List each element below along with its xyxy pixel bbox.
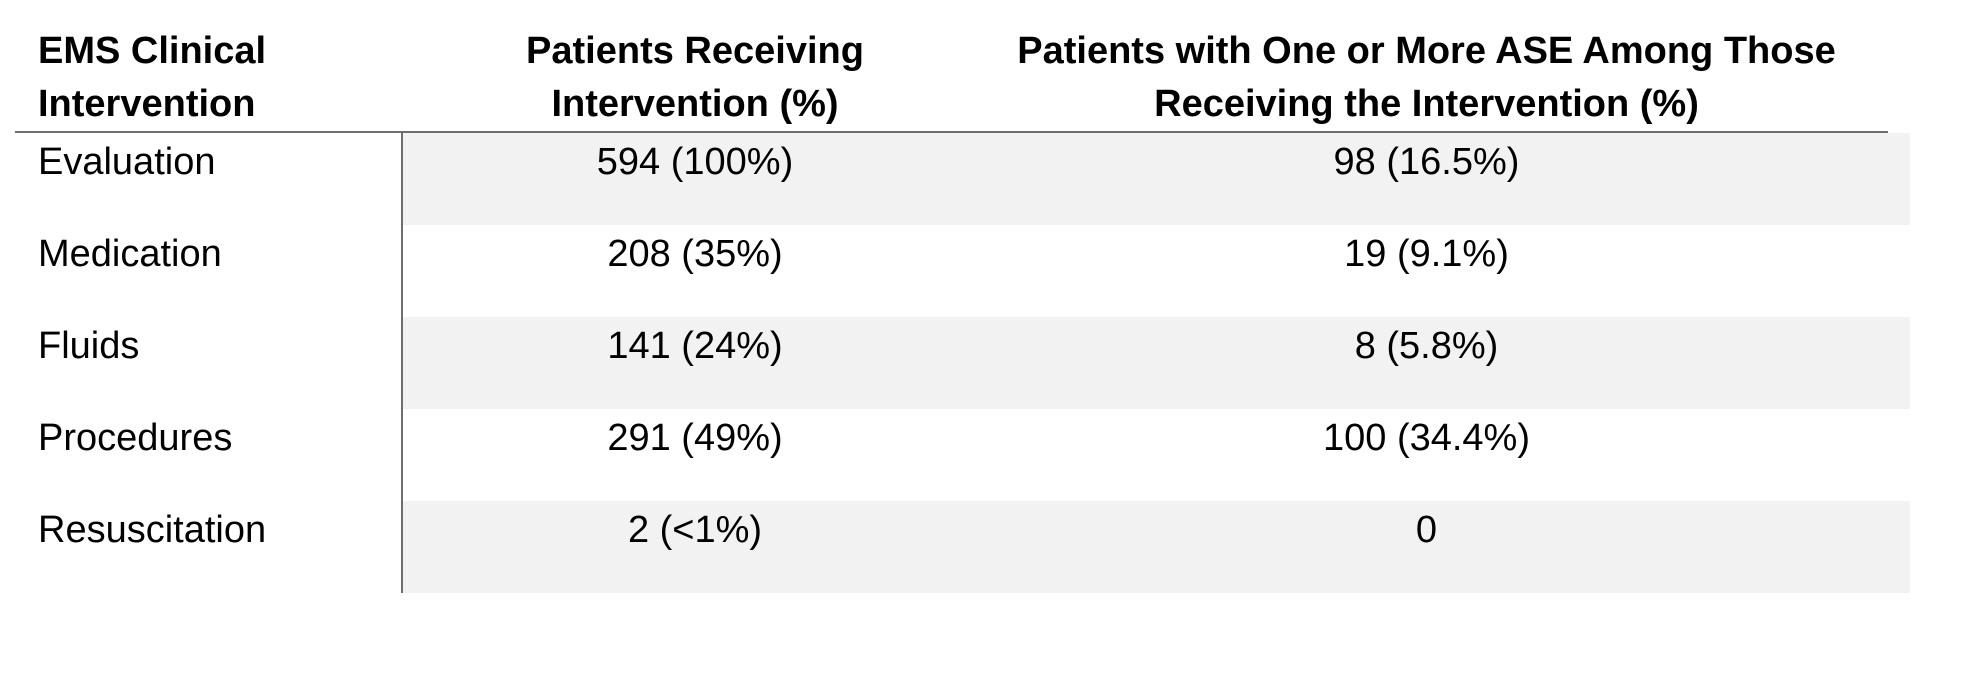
- label-background: [15, 133, 401, 225]
- header-line: EMS Clinical: [38, 30, 267, 72]
- intervention-cell: Evaluation: [38, 141, 216, 183]
- ase-cell: 19 (9.1%): [1344, 233, 1509, 275]
- ase-cell: 0: [1415, 509, 1438, 551]
- receiving-cell: 141 (24%): [607, 325, 783, 367]
- header-patients-with-ase: Patients with One or More ASE Among Thos…: [965, 25, 1888, 131]
- receiving-cell: 2 (<1%): [627, 509, 763, 551]
- table-header: EMS Clinical Intervention Patients Recei…: [15, 25, 1888, 133]
- header-line: Receiving the Intervention (%): [1154, 83, 1699, 125]
- header-ems-clinical-intervention: EMS Clinical Intervention: [38, 25, 398, 131]
- table-row: Resuscitation 2 (<1%) 0: [15, 501, 1910, 593]
- intervention-cell: Resuscitation: [38, 509, 267, 551]
- header-patients-receiving: Patients Receiving Intervention (%): [485, 25, 905, 131]
- table-row: Evaluation 594 (100%) 98 (16.5%): [15, 133, 1910, 225]
- table-row: Medication 208 (35%) 19 (9.1%): [15, 225, 1910, 317]
- ase-cell: 100 (34.4%): [1322, 417, 1530, 459]
- receiving-cell: 208 (35%): [607, 233, 783, 275]
- label-background: [15, 317, 401, 409]
- ase-cell: 98 (16.5%): [1333, 141, 1520, 183]
- intervention-table: EMS Clinical Intervention Patients Recei…: [15, 25, 1910, 593]
- header-line: Intervention: [38, 83, 256, 125]
- intervention-cell: Medication: [38, 233, 222, 275]
- intervention-cell: Fluids: [38, 325, 140, 367]
- column-divider: [401, 131, 403, 593]
- label-background: [15, 501, 401, 593]
- header-line: Patients Receiving: [526, 30, 864, 72]
- receiving-cell: 291 (49%): [607, 417, 783, 459]
- table-body: Evaluation 594 (100%) 98 (16.5%) Medicat…: [15, 133, 1910, 593]
- table-row: Procedures 291 (49%) 100 (34.4%): [15, 409, 1910, 501]
- header-line: Intervention (%): [551, 83, 839, 125]
- receiving-cell: 594 (100%): [596, 141, 794, 183]
- table-row: Fluids 141 (24%) 8 (5.8%): [15, 317, 1910, 409]
- intervention-cell: Procedures: [38, 417, 233, 459]
- ase-cell: 8 (5.8%): [1354, 325, 1499, 367]
- header-line: Patients with One or More ASE Among Thos…: [1017, 30, 1836, 72]
